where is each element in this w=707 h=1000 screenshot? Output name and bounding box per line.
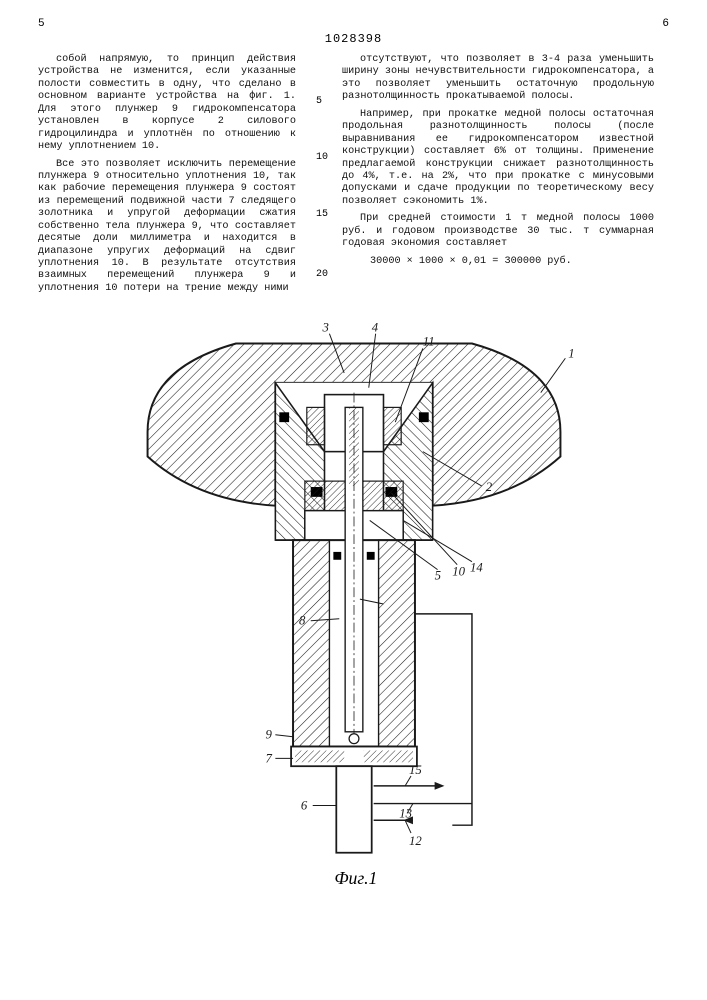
figure-svg: 3 4 11 1 2 5 10 14 8 9 7 6 15 13 12 Фиг.…: [114, 314, 594, 894]
gutter-10: 10: [316, 152, 328, 163]
gutter-15: 15: [316, 209, 328, 220]
gutter-5: 5: [316, 96, 322, 107]
right-para-2: Например, при прокатке медной полосы ост…: [342, 109, 654, 209]
right-para-3: При средней стоимости 1 т медной полосы …: [342, 213, 654, 250]
callout-6: 6: [300, 799, 307, 813]
doc-number: 1028398: [38, 32, 669, 46]
line-number-gutter: 5 10 15 20: [306, 54, 340, 300]
gutter-20: 20: [316, 269, 328, 280]
callout-10: 10: [452, 565, 465, 579]
figure-label: Фиг.1: [334, 868, 377, 888]
right-calc: 30000 × 1000 × 0,01 = 300000 руб.: [342, 256, 654, 268]
page-num-right: 6: [662, 18, 669, 30]
column-right: отсутствуют, что позволяет в 3-4 раза ум…: [340, 54, 654, 300]
callout-5: 5: [434, 569, 440, 583]
patent-page: 5 6 1028398 собой напрямую, то принцип д…: [0, 0, 707, 1000]
callout-13: 13: [399, 807, 412, 821]
callout-15: 15: [409, 763, 422, 777]
callout-8: 8: [298, 614, 305, 628]
callout-12: 12: [409, 834, 422, 848]
left-para-1: собой напрямую, то принцип действия устр…: [38, 54, 296, 154]
callout-4: 4: [371, 321, 378, 335]
callout-11: 11: [422, 335, 434, 349]
callout-1: 1: [568, 347, 574, 361]
page-numbers-row: 5 6: [38, 18, 669, 30]
page-num-left: 5: [38, 18, 45, 30]
callout-3: 3: [321, 321, 328, 335]
callout-14: 14: [469, 561, 482, 575]
right-para-1: отсутствуют, что позволяет в 3-4 раза ум…: [342, 54, 654, 104]
text-columns: собой напрямую, то принцип действия устр…: [38, 54, 669, 300]
left-para-2: Все это позволяет исключить перемещение …: [38, 159, 296, 296]
callout-7: 7: [265, 752, 272, 766]
callout-2: 2: [485, 480, 492, 494]
figure-1: 3 4 11 1 2 5 10 14 8 9 7 6 15 13 12 Фиг.…: [38, 314, 669, 894]
column-left: собой напрямую, то принцип действия устр…: [38, 54, 306, 300]
callout-9: 9: [265, 728, 272, 742]
